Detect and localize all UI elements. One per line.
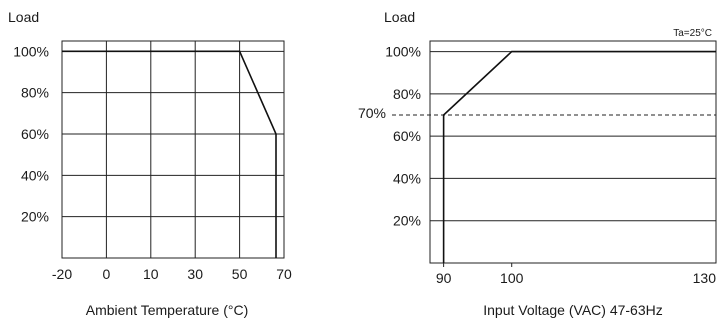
chart1-y-tick-label: 80% <box>21 85 49 101</box>
chart2-plot-frame <box>429 40 717 264</box>
chart1-x-tick-label: 70 <box>276 266 292 282</box>
chart1-derating-line <box>62 50 277 258</box>
chart1-y-tick-label: 40% <box>21 167 49 183</box>
chart1-x-tick-label: 0 <box>103 266 111 282</box>
chart2-ambient-annotation: Ta=25°C <box>673 28 712 39</box>
chart1-y-tick-label: 100% <box>13 43 49 59</box>
chart2-x-tick-label: 100 <box>500 270 524 286</box>
chart2-y-tick-label: 80% <box>393 86 421 102</box>
chart1-y-axis-label: Load <box>8 9 39 25</box>
chart1-x-tick-label: 30 <box>187 266 203 282</box>
chart2-y-tick-label: 40% <box>393 170 421 186</box>
chart2-x-tick-label: 130 <box>693 270 717 286</box>
chart2-y-axis-label: Load <box>384 9 415 25</box>
chart1-plot-frame <box>61 40 285 259</box>
chart2-y-tick-label: 100% <box>385 44 421 60</box>
chart2-y-tick-label: 60% <box>393 128 421 144</box>
chart1-y-tick-label: 20% <box>21 209 49 225</box>
chart2-y-tick-label: 20% <box>393 213 421 229</box>
chart2-x-axis-label: Input Voltage (VAC) 47-63Hz <box>483 302 663 318</box>
voltage-derating-chart: Load Ta=25°C 20% 40% 60% 80% 100% 90 100 130 7… <box>358 9 717 318</box>
chart1-x-tick-label: 50 <box>232 266 248 282</box>
chart2-x-tick-label: 90 <box>436 270 452 286</box>
temperature-derating-chart: Load 20% 40% 60% 80% 100% -20 0 10 30 50 70 Ambie… <box>8 9 292 318</box>
chart2-derating-line <box>442 50 716 263</box>
chart1-x-tick-label: -20 <box>52 266 72 282</box>
chart1-x-tick-label: 10 <box>143 266 159 282</box>
chart2-70pct-label: 70% <box>358 105 386 121</box>
chart1-y-tick-label: 60% <box>21 126 49 142</box>
chart1-x-axis-label: Ambient Temperature (°C) <box>86 302 249 318</box>
